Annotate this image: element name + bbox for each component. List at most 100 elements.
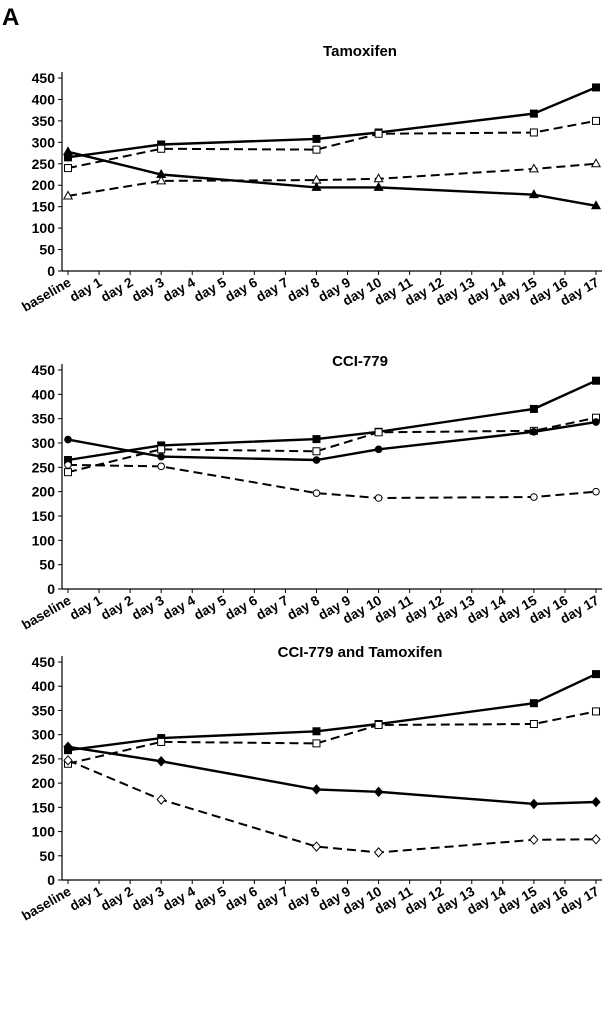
data-point [157, 445, 166, 454]
data-point [157, 737, 166, 746]
y-tick-label: 350 [32, 411, 56, 427]
data-point [590, 158, 602, 168]
data-point [63, 741, 73, 753]
x-tick-label: baseline [19, 592, 74, 632]
x-tick-label: day 6 [222, 592, 260, 622]
data-point [374, 494, 383, 502]
data-point [312, 134, 321, 143]
x-tick-label: day 1 [67, 592, 105, 622]
y-tick-label: 400 [32, 386, 56, 402]
data-point [157, 462, 165, 471]
data-point [529, 834, 539, 846]
x-tick-label: baseline [19, 883, 74, 923]
chart-title: Tamoxifen [323, 43, 397, 60]
x-tick-label: day 5 [191, 274, 229, 304]
data-point [156, 756, 166, 767]
data-point [62, 190, 74, 200]
x-tick-label: day 7 [254, 593, 291, 623]
data-point [373, 847, 384, 858]
series-1 [64, 376, 600, 465]
y-tick-label: 100 [32, 220, 56, 236]
data-point [529, 404, 538, 413]
x-tick-label: day 4 [160, 592, 198, 622]
data-point [529, 128, 538, 137]
x-tick-label: day 2 [98, 884, 135, 914]
y-tick-label: 0 [47, 581, 55, 597]
data-point [592, 487, 600, 496]
x-tick-label: day 3 [129, 883, 167, 913]
data-point [156, 175, 167, 185]
data-point [374, 445, 383, 454]
data-point [312, 489, 321, 497]
y-tick-label: 450 [32, 70, 56, 86]
x-tick-label: day 4 [160, 274, 198, 304]
data-point [374, 428, 383, 437]
series-line [67, 710, 597, 765]
data-point [592, 83, 600, 92]
series-line [67, 416, 597, 474]
data-point [592, 418, 600, 426]
x-tick-label: day 6 [222, 274, 260, 304]
y-tick-label: 250 [32, 751, 56, 767]
data-point [64, 461, 72, 469]
data-point [373, 173, 384, 183]
y-tick-label: 300 [32, 134, 56, 150]
y-tick-label: 200 [32, 484, 56, 500]
series-line [67, 150, 597, 207]
data-point [592, 670, 600, 679]
panel-label: A [2, 4, 20, 31]
series-line [67, 463, 597, 500]
series-1 [64, 83, 600, 162]
y-tick-label: 150 [32, 199, 56, 215]
data-point [312, 145, 321, 154]
data-point [374, 129, 383, 138]
y-tick-label: 300 [32, 727, 56, 743]
series-line [67, 86, 597, 159]
data-point [157, 452, 165, 461]
y-tick-label: 450 [32, 654, 56, 670]
data-point [590, 200, 602, 210]
data-point [528, 163, 539, 173]
y-tick-label: 250 [32, 156, 56, 172]
x-tick-label: day 1 [67, 883, 105, 913]
x-tick-label: day 8 [285, 274, 323, 304]
data-point [157, 144, 166, 153]
x-tick-label: day 5 [191, 883, 229, 913]
data-point [592, 707, 600, 716]
x-tick-label: day 1 [67, 274, 105, 304]
series-line [67, 673, 597, 752]
series-3 [64, 418, 600, 464]
y-tick-label: 150 [32, 799, 56, 815]
data-point [529, 720, 538, 729]
data-point [63, 755, 73, 766]
data-point [530, 428, 538, 436]
x-tick-label: day 8 [285, 592, 323, 622]
data-point [312, 456, 321, 464]
y-tick-label: 350 [32, 113, 56, 129]
y-tick-label: 450 [32, 362, 56, 378]
y-tick-label: 300 [32, 435, 56, 451]
x-tick-label: day 6 [222, 883, 260, 913]
data-point [311, 174, 322, 184]
chart-2: CCI-779 0 50 100 150 200 250 300 350 400 450 baseli… [19, 353, 602, 633]
data-point [528, 189, 539, 199]
y-tick-label: 350 [32, 702, 56, 718]
y-tick-label: 400 [32, 91, 56, 107]
x-tick-label: day 2 [98, 593, 135, 623]
data-point [312, 435, 321, 444]
data-point [311, 784, 322, 795]
y-tick-label: 100 [32, 824, 56, 840]
data-point [311, 841, 322, 852]
y-tick-label: 150 [32, 508, 56, 524]
y-tick-label: 200 [32, 177, 56, 193]
data-point [530, 493, 538, 501]
data-point [64, 164, 72, 173]
data-point [373, 181, 384, 191]
x-tick-label: baseline [19, 274, 74, 314]
series-line [67, 745, 597, 806]
series-line [67, 420, 597, 462]
y-tick-label: 100 [32, 532, 56, 548]
data-point [312, 739, 321, 748]
y-tick-label: 50 [39, 242, 55, 258]
x-tick-label: day 3 [129, 592, 167, 622]
